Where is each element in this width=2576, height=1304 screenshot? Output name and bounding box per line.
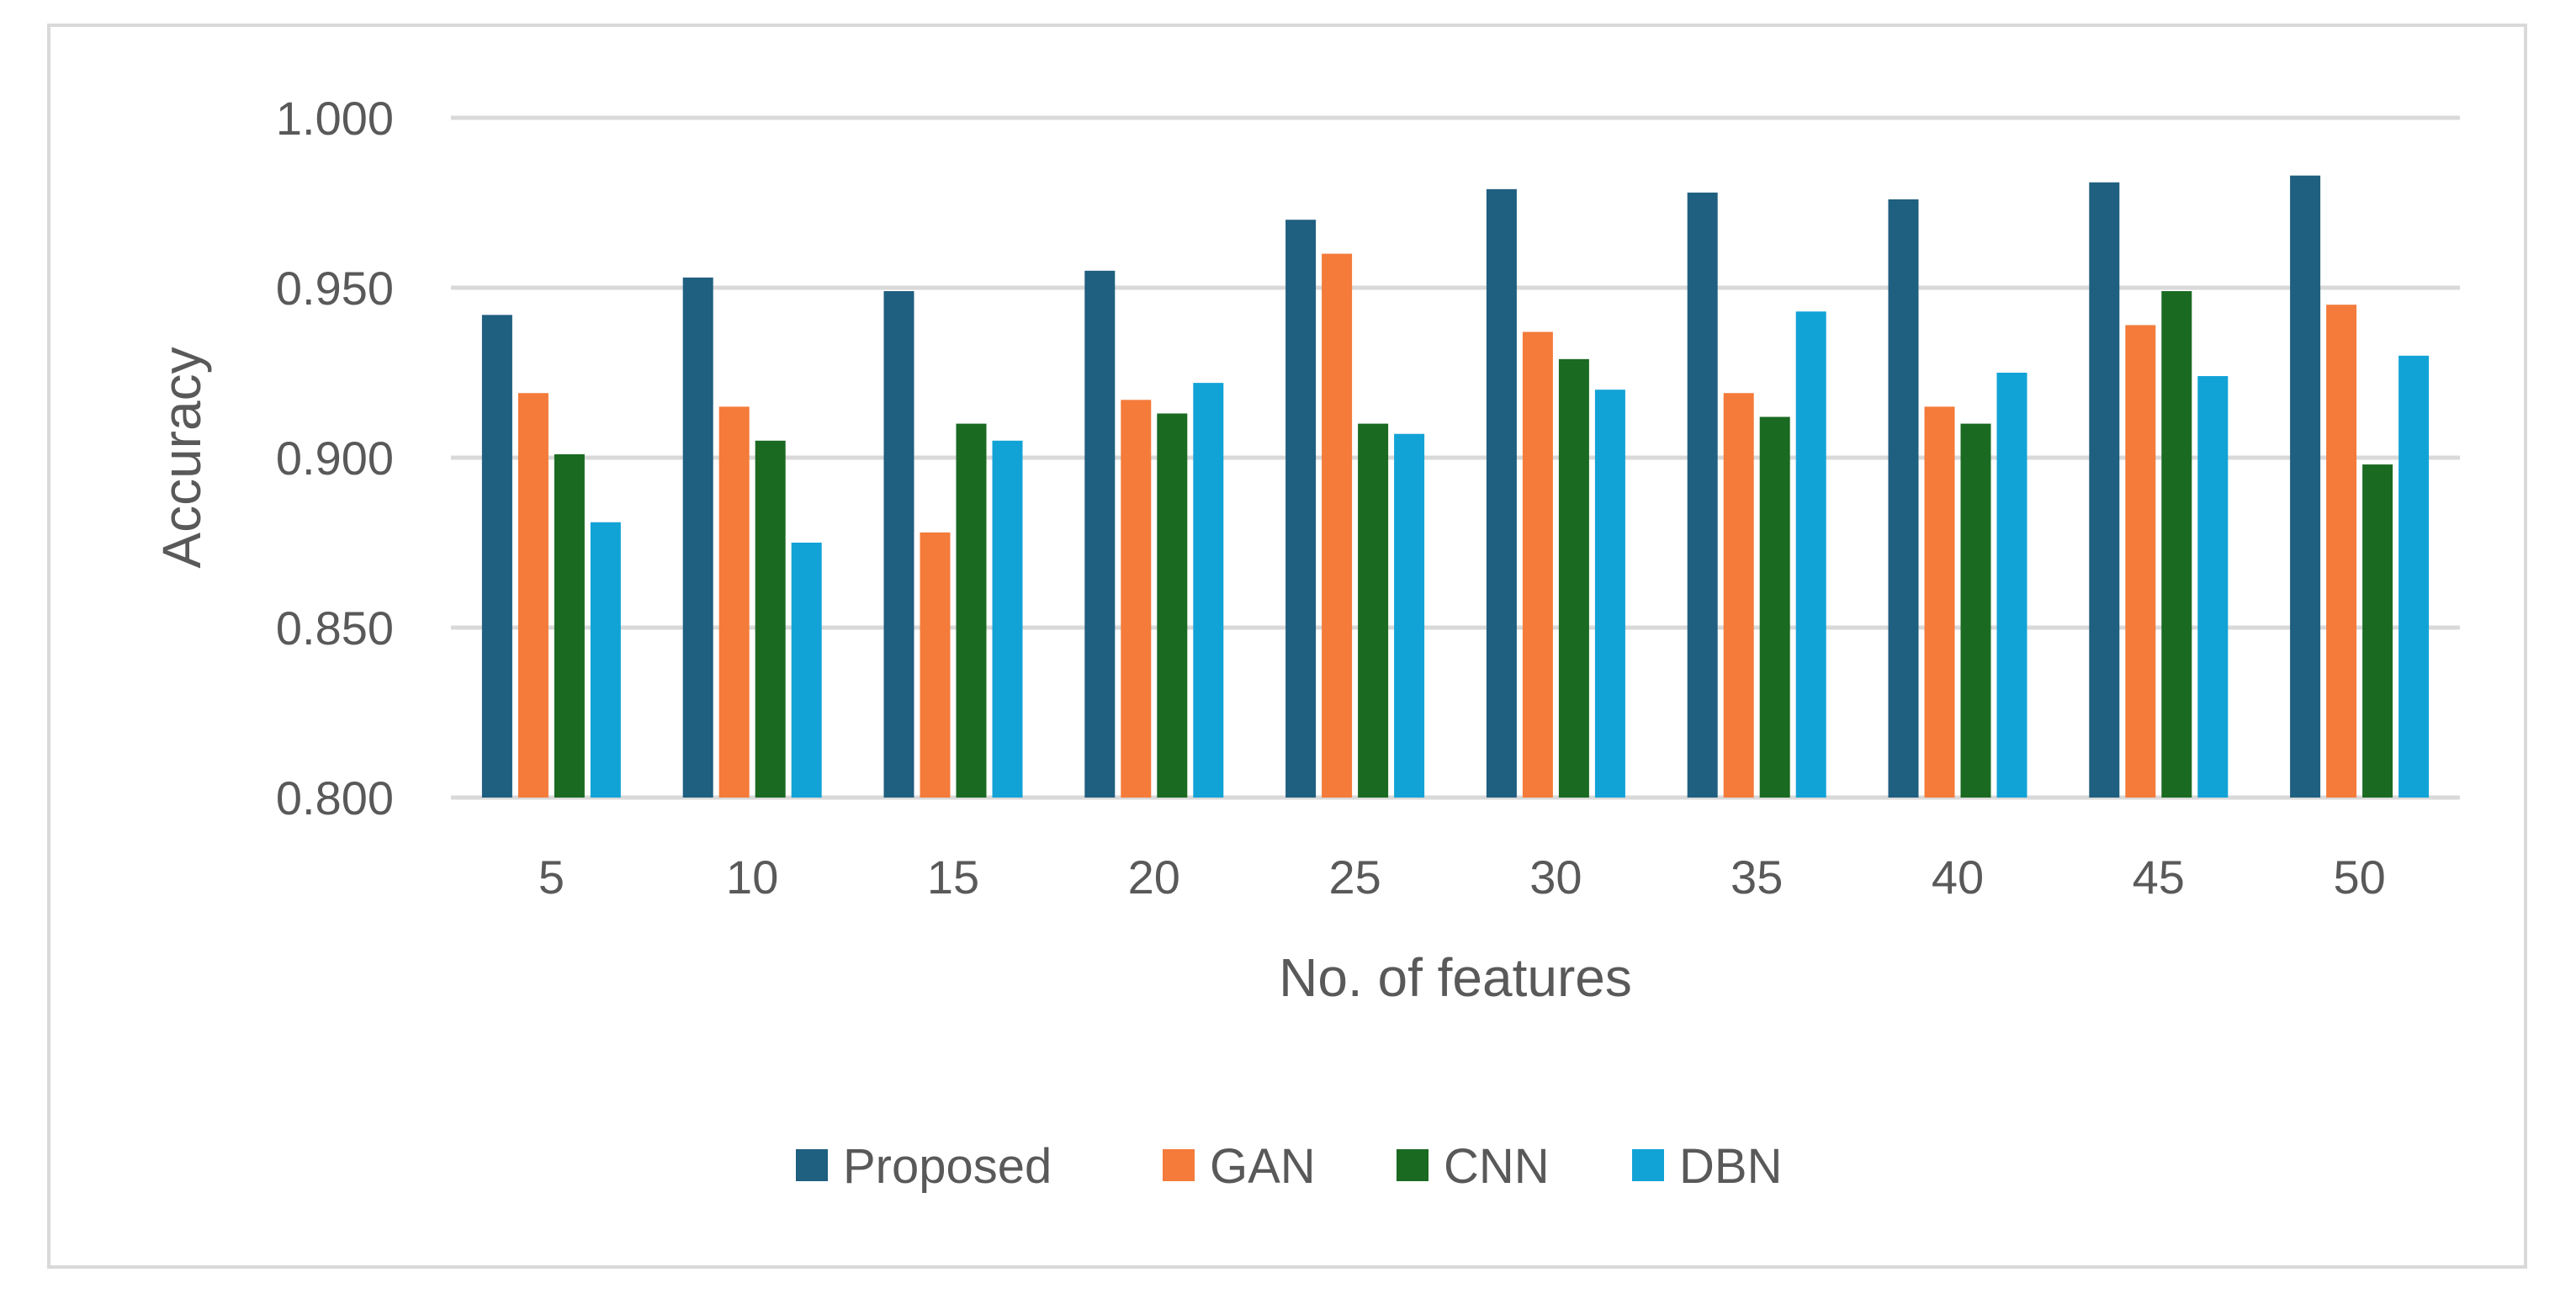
- bar-dbn-35: [1795, 311, 1826, 798]
- bar-dbn-45: [2197, 376, 2229, 798]
- bar-cnn-20: [1157, 413, 1188, 798]
- legend-swatch: [796, 1149, 828, 1181]
- bar-gan-50: [2326, 305, 2357, 798]
- legend-label: Proposed: [843, 1139, 1052, 1194]
- bar-dbn-50: [2398, 355, 2430, 798]
- bar-proposed-10: [682, 277, 713, 798]
- legend: Proposed GAN CNN DBN: [796, 1139, 1782, 1194]
- bar-cnn-45: [2161, 291, 2192, 798]
- gridlines: [451, 115, 2460, 800]
- bar-proposed-40: [1888, 199, 1919, 798]
- bar-cnn-40: [1960, 423, 1991, 798]
- legend-swatch: [1397, 1149, 1428, 1181]
- bar-cnn-15: [956, 423, 987, 798]
- x-tick-label: 35: [1731, 851, 1783, 904]
- legend-swatch: [1632, 1149, 1664, 1181]
- bar-dbn-25: [1394, 433, 1425, 798]
- y-tick-label: 0.900: [276, 432, 394, 485]
- bar-dbn-10: [791, 543, 822, 798]
- bar-dbn-20: [1193, 383, 1224, 798]
- bar-cnn-50: [2362, 464, 2393, 798]
- y-tick-label: 0.800: [276, 771, 394, 824]
- x-tick-label: 40: [1932, 851, 1984, 904]
- bar-gan-25: [1322, 253, 1353, 798]
- bar-proposed-15: [883, 291, 914, 798]
- bar-dbn-40: [1996, 373, 2027, 798]
- bar-proposed-45: [2089, 182, 2120, 798]
- x-tick-label: 50: [2333, 851, 2385, 904]
- bar-proposed-25: [1285, 220, 1317, 798]
- x-tick-label: 30: [1529, 851, 1582, 904]
- bar-cnn-30: [1558, 358, 1589, 798]
- y-tick-label: 1.000: [276, 92, 394, 145]
- legend-swatch: [1163, 1149, 1195, 1181]
- legend-item-dbn: DBN: [1632, 1139, 1782, 1194]
- y-tick-label: 0.850: [276, 602, 394, 655]
- bar-dbn-30: [1594, 390, 1625, 798]
- bar-dbn-5: [590, 522, 621, 798]
- bar-gan-20: [1121, 400, 1152, 798]
- legend-item-cnn: CNN: [1397, 1139, 1550, 1194]
- bar-proposed-5: [481, 315, 512, 798]
- bar-gan-5: [517, 393, 549, 798]
- x-axis-title: No. of features: [1279, 947, 1632, 1008]
- bar-proposed-20: [1084, 270, 1116, 798]
- bar-gan-45: [2125, 325, 2156, 798]
- x-tick-label: 20: [1128, 851, 1180, 904]
- bar-gan-30: [1522, 331, 1553, 798]
- bar-dbn-15: [992, 440, 1023, 798]
- bar-proposed-30: [1486, 188, 1517, 798]
- x-tick-label: 25: [1328, 851, 1381, 904]
- x-tick-label: 15: [927, 851, 979, 904]
- bar-gan-15: [920, 532, 951, 798]
- y-axis-title: Accuracy: [151, 347, 212, 568]
- legend-label: GAN: [1210, 1139, 1316, 1194]
- x-tick-label: 45: [2133, 851, 2185, 904]
- y-axis-ticks: 0.800 0.850 0.900 0.950 1.000: [276, 92, 394, 824]
- x-axis-ticks: 5 10 15 20 25 30 35 40 45 50: [538, 851, 2386, 904]
- bar-gan-35: [1723, 393, 1754, 798]
- x-tick-label: 5: [538, 851, 564, 904]
- bar-cnn-25: [1358, 423, 1389, 798]
- bar-cnn-35: [1759, 416, 1790, 798]
- bar-cnn-10: [755, 440, 786, 798]
- legend-label: DBN: [1679, 1139, 1782, 1194]
- bar-proposed-35: [1687, 192, 1718, 798]
- bar-gan-40: [1924, 406, 1955, 798]
- x-tick-label: 10: [726, 851, 778, 904]
- legend-item-gan: GAN: [1163, 1139, 1316, 1194]
- bars: [481, 175, 2430, 798]
- bar-cnn-5: [554, 453, 585, 798]
- bar-gan-10: [718, 406, 750, 798]
- legend-label: CNN: [1444, 1139, 1550, 1194]
- y-tick-label: 0.950: [276, 262, 394, 315]
- bar-proposed-50: [2290, 175, 2321, 798]
- legend-item-proposed: Proposed: [796, 1139, 1052, 1194]
